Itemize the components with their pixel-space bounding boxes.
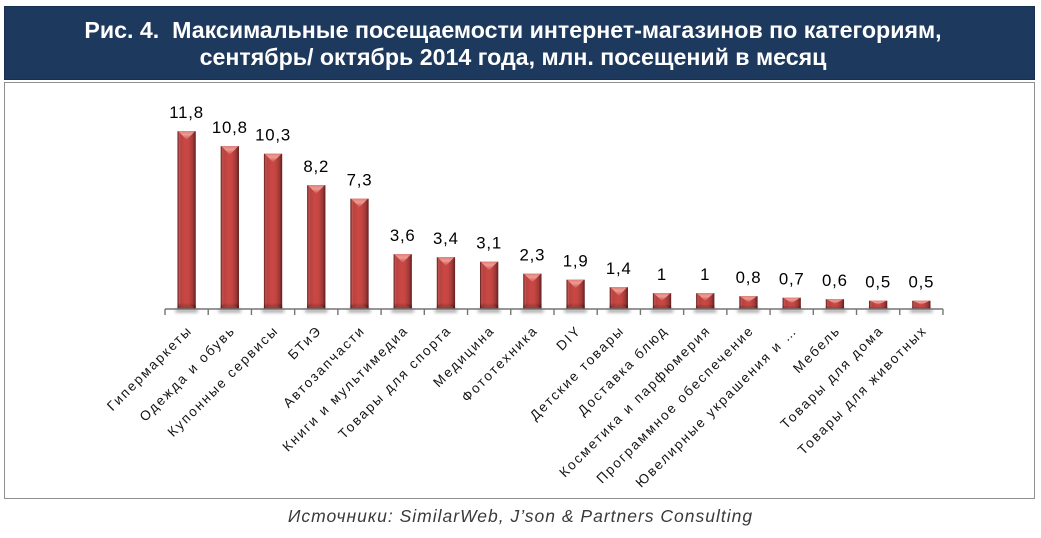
svg-text:Фототехника: Фототехника — [459, 323, 541, 405]
svg-text:1: 1 — [657, 265, 667, 284]
svg-text:Автозапчасти: Автозапчасти — [280, 323, 368, 411]
svg-text:3,4: 3,4 — [433, 229, 459, 248]
svg-text:8,2: 8,2 — [303, 157, 329, 176]
svg-text:11,8: 11,8 — [169, 103, 204, 122]
svg-text:3,6: 3,6 — [390, 226, 416, 245]
svg-text:DIY: DIY — [553, 323, 584, 354]
svg-text:0,7: 0,7 — [779, 270, 805, 289]
svg-text:7,3: 7,3 — [347, 171, 373, 190]
svg-text:Программное обеспечение: Программное обеспечение — [594, 323, 758, 487]
svg-text:3,1: 3,1 — [476, 234, 502, 253]
svg-text:10,8: 10,8 — [212, 118, 248, 137]
svg-text:0,5: 0,5 — [865, 273, 891, 292]
svg-text:2,3: 2,3 — [520, 246, 546, 265]
svg-text:1,4: 1,4 — [606, 259, 632, 278]
svg-text:Ювелирные украшения и …: Ювелирные украшения и … — [633, 323, 801, 491]
svg-text:0,5: 0,5 — [909, 273, 935, 292]
svg-text:0,8: 0,8 — [736, 268, 762, 287]
svg-text:1: 1 — [700, 265, 710, 284]
svg-text:0,6: 0,6 — [822, 271, 848, 290]
svg-text:1,9: 1,9 — [563, 252, 589, 271]
svg-text:10,3: 10,3 — [255, 126, 291, 145]
svg-text:БТиЭ: БТиЭ — [285, 323, 325, 363]
